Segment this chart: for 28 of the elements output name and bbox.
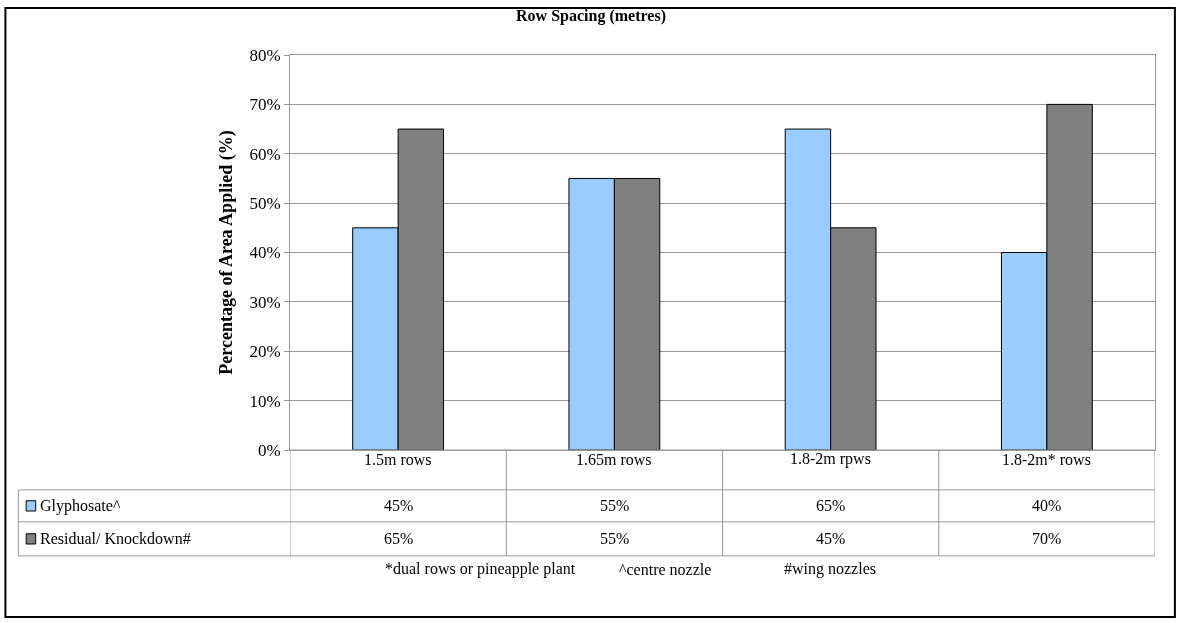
y-tick-label: 70%	[249, 95, 281, 115]
y-tick-label: 60%	[249, 144, 281, 164]
data-label: 65%	[384, 530, 414, 547]
x-tick-label: 1.65m rows	[576, 451, 652, 468]
x-tick-label: 1.5m rows	[364, 451, 432, 468]
y-tick-label: 0%	[257, 440, 281, 460]
data-label: 45%	[816, 530, 846, 547]
y-axis-title: Percentage of Area Applied (%)	[215, 130, 237, 375]
y-tick-label: 80%	[249, 45, 281, 65]
x-tick-label: 1.8-2m rpws	[790, 450, 871, 468]
y-tick-label: 50%	[249, 194, 281, 214]
data-label: 45%	[384, 497, 414, 514]
y-tick-label: 10%	[249, 391, 281, 411]
text: ^centre nozzle	[619, 561, 712, 578]
legend-label: Glyphosate^	[40, 497, 121, 515]
x-tick-label: 1.8-2m* rows	[1002, 451, 1091, 468]
data-label: 55%	[600, 530, 630, 547]
data-label: 70%	[1032, 530, 1062, 547]
text: #wing nozzles	[784, 560, 876, 578]
text: *dual rows or pineapple plant	[385, 560, 576, 578]
data-label: 55%	[600, 497, 630, 514]
y-tick-label: 30%	[249, 292, 281, 312]
y-tick-label: 20%	[249, 342, 281, 362]
data-label: 65%	[816, 497, 846, 514]
data-label: 40%	[1032, 497, 1062, 514]
chart-title: Row Spacing (metres)	[516, 6, 666, 25]
legend-label: Residual/ Knockdown#	[40, 530, 191, 547]
y-tick-label: 40%	[249, 243, 281, 263]
